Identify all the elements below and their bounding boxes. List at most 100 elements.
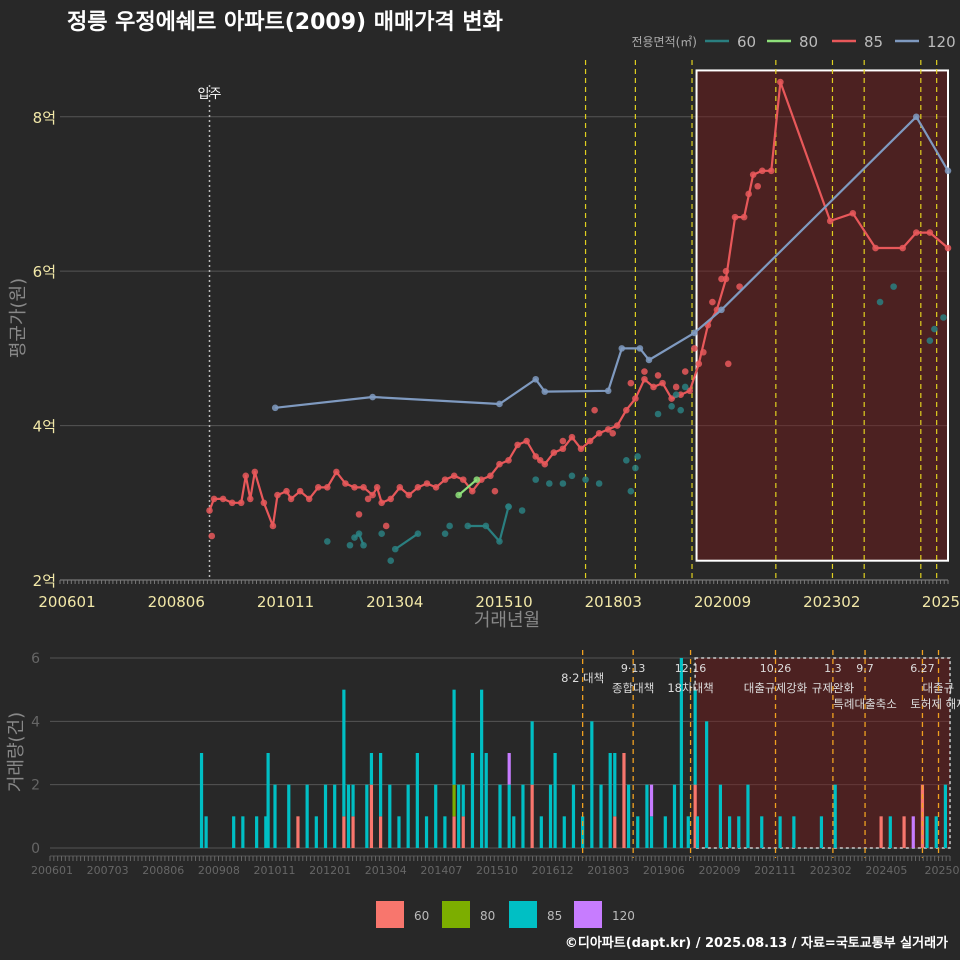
bar-85: [718, 784, 723, 848]
bar-60: [379, 816, 383, 848]
legend-label-85: 85: [547, 909, 562, 923]
data-point-120: [912, 113, 920, 121]
data-point-85: [736, 283, 743, 290]
data-point-85: [208, 532, 216, 540]
bar-60: [530, 784, 534, 848]
data-point-60: [482, 522, 490, 530]
data-point-85: [360, 484, 367, 491]
bar-60: [879, 816, 883, 848]
bar-85: [314, 816, 318, 848]
bar-85: [379, 753, 383, 817]
data-point-85: [604, 426, 612, 433]
data-point-85: [405, 491, 413, 499]
data-point-85: [709, 298, 716, 306]
data-point-85: [745, 190, 752, 198]
bar-85: [792, 816, 796, 848]
bar-85: [663, 816, 667, 848]
bar-85: [819, 816, 824, 848]
legend-swatch-120: [574, 901, 602, 928]
bar-85: [452, 689, 456, 785]
x-tick-label: 200703: [87, 864, 129, 877]
data-point-60: [672, 391, 680, 399]
bar-60: [622, 753, 626, 848]
bar-80: [452, 784, 456, 817]
bar-85: [746, 784, 750, 848]
data-point-85: [491, 487, 499, 495]
policy-date: 1.3: [824, 662, 842, 675]
bar-85: [888, 816, 892, 848]
legend-label-80: 80: [480, 909, 495, 923]
data-point-120: [496, 400, 503, 408]
data-point-85: [324, 484, 331, 491]
data-point-85: [591, 406, 598, 414]
bar-85: [480, 689, 484, 848]
y-tick-label: 8억: [33, 109, 56, 127]
data-point-85: [206, 507, 213, 514]
x-tick-label: 201304: [365, 864, 407, 877]
x-tick-label: 201011: [257, 593, 314, 611]
data-point-85: [731, 213, 739, 221]
data-point-60: [568, 472, 576, 480]
bar-85: [204, 816, 208, 848]
data-point-85: [849, 209, 857, 217]
series-line-60: [394, 532, 419, 551]
series-line-80: [457, 478, 478, 496]
data-point-85: [314, 484, 322, 491]
data-point-60: [441, 530, 449, 537]
data-point-85: [487, 472, 494, 480]
bar-85: [760, 816, 764, 848]
bar-85: [925, 816, 929, 848]
x-tick-label: 200601: [38, 593, 95, 611]
bar-85: [562, 816, 566, 848]
data-point-85: [342, 480, 349, 487]
x-tick-label: 2025: [922, 593, 960, 611]
data-point-85: [355, 511, 363, 518]
bar-85: [943, 784, 948, 848]
data-point-85: [749, 171, 757, 178]
data-point-85: [777, 78, 784, 86]
bar-85: [626, 784, 631, 848]
bar-85: [305, 784, 309, 848]
bar-60: [452, 816, 456, 848]
data-point-60: [940, 314, 947, 321]
y-tick-label: 2억: [33, 572, 56, 590]
data-point-80: [455, 491, 462, 499]
data-point-120: [604, 387, 612, 395]
line-legend: 전용면적(㎡) 60 80 85 120: [631, 33, 955, 51]
bar-85: [693, 689, 697, 785]
data-point-60: [518, 507, 526, 514]
data-point-60: [681, 383, 689, 391]
data-point-85: [305, 495, 313, 503]
data-point-85: [237, 499, 245, 507]
y-tick-label: 6억: [33, 263, 56, 281]
legend-label-85: 85: [864, 33, 883, 51]
bar-85: [778, 816, 782, 848]
data-point-85: [423, 480, 431, 487]
bar-85: [287, 784, 291, 848]
x-tick-label: 201906: [643, 864, 685, 877]
data-point-85: [659, 379, 666, 387]
data-point-120: [271, 404, 279, 412]
bar-120: [649, 784, 654, 817]
data-point-60: [346, 541, 354, 549]
bar-85: [443, 816, 447, 848]
data-point-60: [931, 325, 938, 333]
x-tick-label: 201201: [309, 864, 351, 877]
data-point-85: [681, 368, 689, 375]
data-point-85: [722, 267, 730, 275]
data-point-60: [387, 557, 395, 564]
data-point-60: [505, 503, 512, 510]
bar-85: [457, 784, 461, 848]
data-point-85: [722, 275, 730, 283]
data-point-85: [219, 495, 227, 503]
data-point-60: [926, 337, 934, 344]
data-point-85: [899, 244, 906, 252]
data-point-85: [623, 406, 630, 414]
policy-label: 토허제 해제: [910, 697, 960, 711]
data-point-85: [754, 182, 762, 190]
policy-date: 9·13: [621, 662, 646, 675]
data-point-85: [568, 433, 576, 441]
data-point-60: [532, 476, 540, 483]
legend-swatch-60: [376, 901, 404, 928]
legend-title: 전용면적(㎡): [631, 35, 697, 49]
